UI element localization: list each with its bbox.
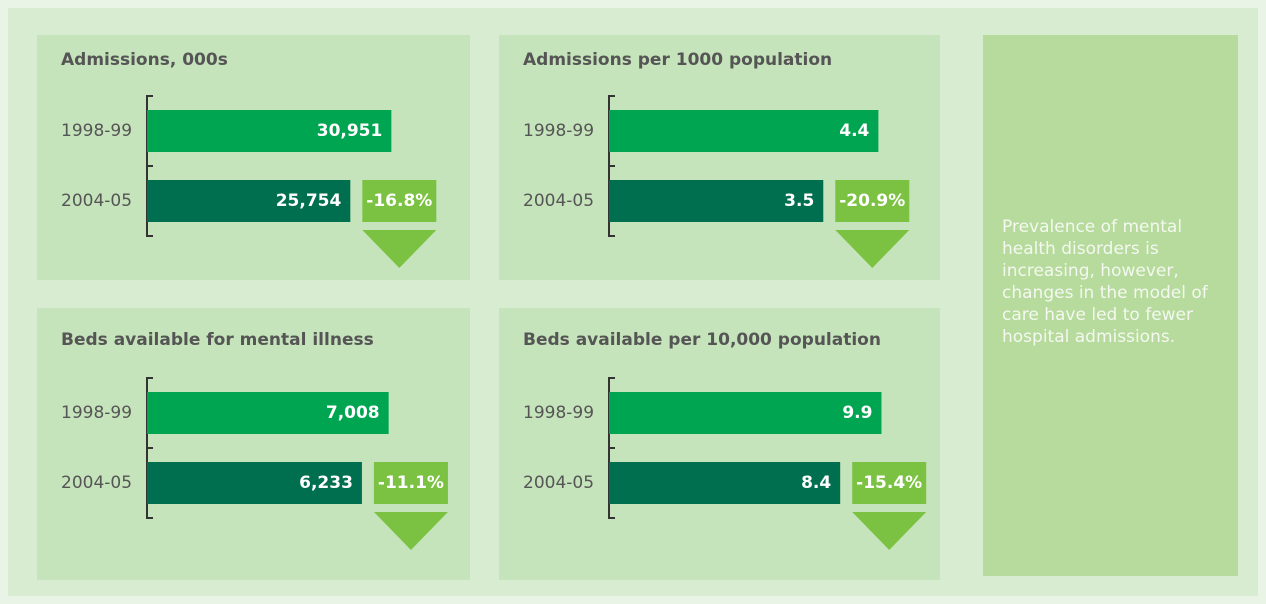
- chart-title: Admissions, 000s: [61, 50, 228, 70]
- bar: [147, 392, 389, 434]
- bar: [609, 462, 841, 504]
- change-label: -15.4%: [856, 473, 922, 493]
- category-label: 2004-05: [523, 191, 594, 211]
- bar: [609, 110, 879, 152]
- bar: [147, 110, 392, 152]
- note: Prevalence of mental health disorders is…: [1002, 217, 1208, 347]
- change-label: -16.8%: [366, 191, 432, 211]
- value-label: 3.5: [784, 191, 814, 211]
- chart-title: Admissions per 1000 population: [523, 50, 832, 70]
- chart-title: Beds available per 10,000 population: [523, 330, 881, 350]
- change-box: [852, 462, 927, 504]
- category-label: 2004-05: [61, 473, 132, 493]
- bar: [147, 180, 351, 222]
- note-panel: [983, 35, 1238, 576]
- value-label: 8.4: [801, 473, 831, 493]
- panel: Admissions, 000s 1998-99 30,951 2004-05 25,7…: [37, 35, 470, 280]
- change-arrow: [835, 230, 910, 268]
- value-label: 7,008: [326, 403, 380, 423]
- panel-background: [499, 308, 940, 580]
- panel: Admissions per 1000 population 1998-99 4.4…: [499, 35, 940, 280]
- change-arrow: [362, 230, 437, 268]
- category-label: 1998-99: [61, 403, 132, 423]
- value-label: 9.9: [842, 403, 872, 423]
- bar: [609, 392, 882, 434]
- change-box: [362, 180, 437, 222]
- change-box: [835, 180, 910, 222]
- bar: [147, 462, 362, 504]
- category-label: 2004-05: [523, 473, 594, 493]
- bar: [609, 180, 824, 222]
- panel: Beds available per 10,000 population 1998…: [499, 308, 940, 580]
- category-label: 1998-99: [523, 121, 594, 141]
- category-label: 2004-05: [61, 191, 132, 211]
- change-box: [373, 462, 448, 504]
- change-arrow: [852, 512, 927, 550]
- axis-bracket: [146, 95, 153, 237]
- value-label: 30,951: [317, 121, 383, 141]
- panel: Beds available for mental illness 1998-99…: [37, 308, 470, 580]
- value-label: 4.4: [839, 121, 869, 141]
- change-arrow: [373, 512, 448, 550]
- category-label: 1998-99: [523, 403, 594, 423]
- axis-bracket: [146, 377, 153, 519]
- axis-bracket: [608, 377, 615, 519]
- chart-title: Beds available for mental illness: [61, 330, 374, 350]
- value-label: 6,233: [299, 473, 353, 493]
- change-label: -11.1%: [378, 473, 444, 493]
- value-label: 25,754: [276, 191, 342, 211]
- category-label: 1998-99: [61, 121, 132, 141]
- change-label: -20.9%: [839, 191, 905, 211]
- axis-bracket: [608, 95, 615, 237]
